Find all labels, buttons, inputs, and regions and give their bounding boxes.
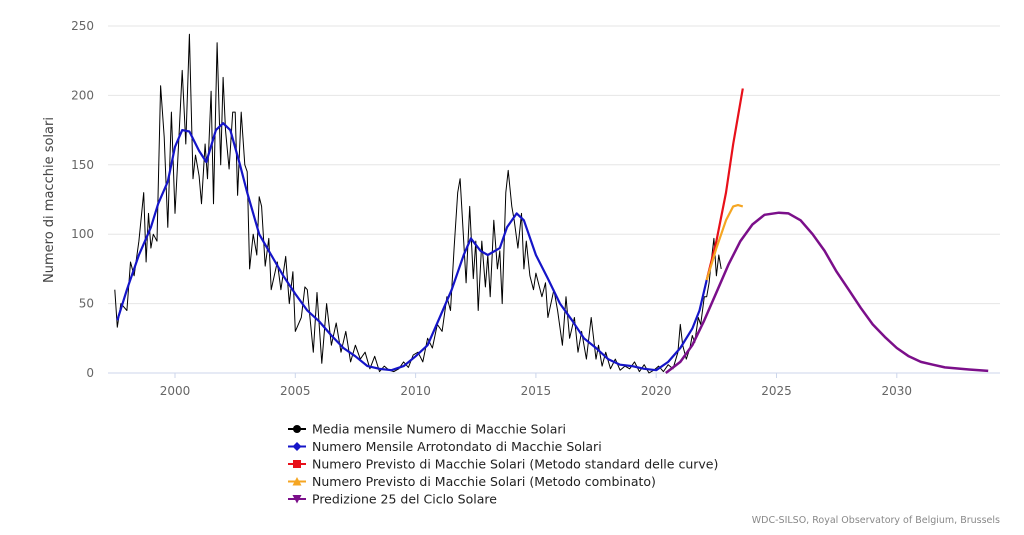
legend-marker-triangle-icon xyxy=(292,477,302,486)
y-tick-label: 0 xyxy=(86,366,94,380)
y-tick-label: 100 xyxy=(71,227,94,241)
legend-marker-triangle-down-icon xyxy=(292,495,302,504)
y-tick-label: 150 xyxy=(71,158,94,172)
legend-item[interactable]: Numero Previsto di Macchie Solari (Metod… xyxy=(288,474,656,489)
x-tick-label: 2020 xyxy=(641,384,672,398)
series-line-0 xyxy=(114,33,722,374)
y-tick-label: 50 xyxy=(79,297,94,311)
legend-marker-diamond-icon xyxy=(292,442,302,451)
legend-label: Media mensile Numero di Macchie Solari xyxy=(312,422,566,437)
y-tick-label: 250 xyxy=(71,19,94,33)
legend-item[interactable]: Media mensile Numero di Macchie Solari xyxy=(288,422,566,437)
x-tick-label: 2025 xyxy=(761,384,792,398)
x-tick-label: 2010 xyxy=(400,384,431,398)
series-line-3 xyxy=(705,204,744,281)
series-line-4 xyxy=(665,211,989,374)
credit-text: WDC-SILSO, Royal Observatory of Belgium,… xyxy=(752,515,1000,526)
x-tick-label: 2005 xyxy=(280,384,311,398)
y-axis-label: Numero di macchie solari xyxy=(42,117,57,283)
y-tick-label: 200 xyxy=(71,88,94,102)
x-tick-label: 2000 xyxy=(160,384,191,398)
legend-label: Numero Previsto di Macchie Solari (Metod… xyxy=(312,457,718,472)
x-tick-label: 2030 xyxy=(882,384,913,398)
series-line-1 xyxy=(116,122,708,372)
x-tick-label: 2015 xyxy=(521,384,552,398)
legend-item[interactable]: Numero Mensile Arrotondato di Macchie So… xyxy=(288,439,602,454)
legend-item[interactable]: Numero Previsto di Macchie Solari (Metod… xyxy=(288,457,718,472)
legend-item[interactable]: Predizione 25 del Ciclo Solare xyxy=(288,492,497,507)
legend-marker-square-icon xyxy=(293,460,301,468)
legend-label: Numero Mensile Arrotondato di Macchie So… xyxy=(312,439,602,454)
series-line-2 xyxy=(705,88,744,281)
legend-marker-circle-icon xyxy=(293,425,301,433)
legend-label: Predizione 25 del Ciclo Solare xyxy=(312,492,497,507)
legend-label: Numero Previsto di Macchie Solari (Metod… xyxy=(312,474,656,489)
